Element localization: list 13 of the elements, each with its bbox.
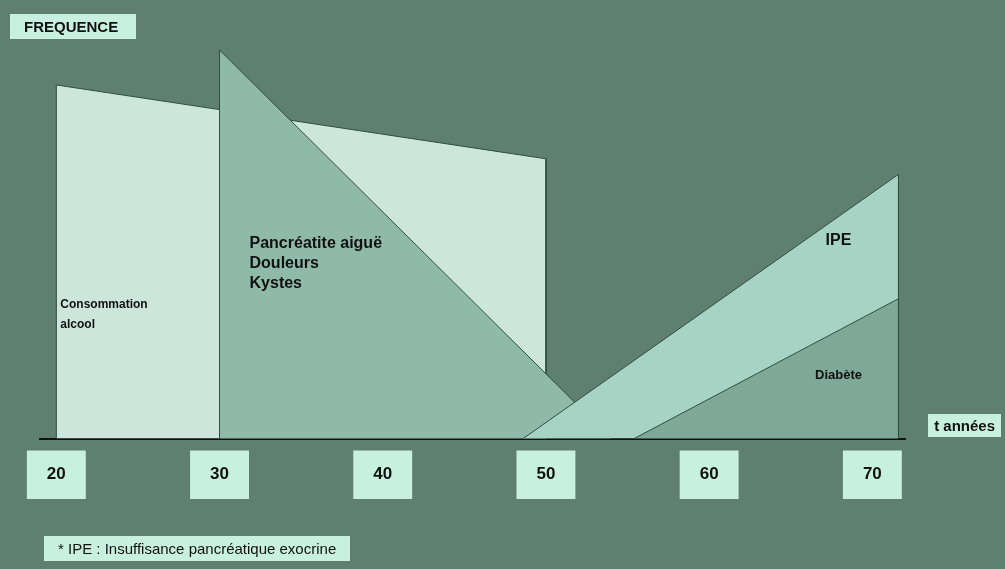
text: * IPE : Insuffisance pancréatique exocrine [44, 536, 351, 561]
x-tick-label: 50 [536, 464, 556, 484]
x-axis-title: t années [928, 414, 1001, 437]
x-tick-label: 60 [699, 464, 719, 484]
x-tick-label: 30 [210, 464, 229, 484]
x-tick-label: 20 [46, 464, 66, 484]
series-label: IPE [825, 230, 852, 248]
x-tick-label: 70 [862, 464, 882, 484]
x-tick-label: 40 [373, 464, 393, 484]
y-axis-title: FREQUENCE [10, 14, 137, 39]
series-label: Pancréatite aiguë Douleurs Kystes [249, 234, 383, 292]
series-label: Consommation alcool [60, 297, 148, 332]
series-label: Diabète [814, 367, 862, 383]
